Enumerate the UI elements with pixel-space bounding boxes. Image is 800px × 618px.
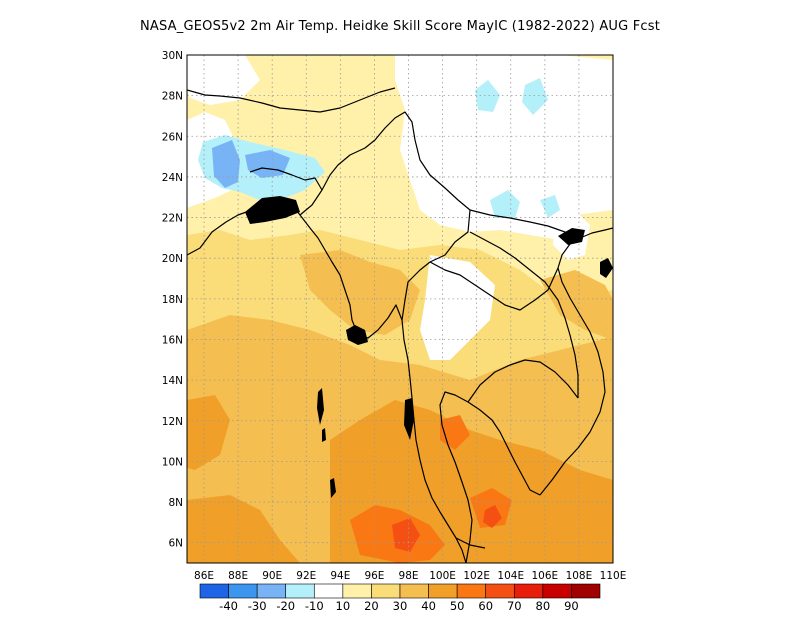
colorbar-swatch-4	[313, 583, 344, 599]
lon-label-94E: 94E	[330, 570, 350, 582]
colorbar-label-12: 90	[564, 599, 579, 613]
field-region-50-southwest	[187, 395, 230, 470]
colorbar-label-7: 40	[421, 599, 436, 613]
delta-ganges	[245, 196, 300, 224]
islands-mergui	[404, 398, 414, 440]
colorbar	[199, 583, 601, 599]
colorbar-label-5: 20	[364, 599, 379, 613]
colorbar-label-6: 30	[393, 599, 408, 613]
field-region-70-b	[483, 505, 502, 528]
field-region-70-a	[392, 518, 420, 552]
field-region-neg20-b	[245, 150, 290, 178]
lat-label-16N: 16N	[162, 334, 183, 346]
colorbar-swatch-0	[199, 583, 229, 599]
lat-label-30N: 30N	[162, 50, 183, 62]
colorbar-label-1: -30	[248, 599, 267, 613]
colorbar-swatch-1	[228, 583, 258, 599]
border-bangladesh	[249, 167, 323, 191]
lat-label-24N: 24N	[162, 172, 183, 184]
delta-red-river	[558, 228, 585, 245]
border-malaysia	[455, 537, 486, 549]
lat-label-8N: 8N	[168, 497, 183, 509]
colorbar-label-8: 50	[450, 599, 465, 613]
colorbar-swatch-7	[399, 583, 429, 599]
lat-label-6N: 6N	[168, 538, 183, 550]
colorbar-swatch-12	[542, 583, 572, 599]
field-region-white-nw	[187, 55, 260, 105]
coastal-features	[245, 196, 613, 498]
field-region-40-east	[540, 270, 613, 340]
map-title: NASA_GEOS5v2 2m Air Temp. Heidke Skill S…	[139, 19, 661, 34]
border-thailand-cambodia	[467, 359, 579, 403]
lon-label-86E: 86E	[194, 570, 214, 582]
map-frame	[186, 54, 614, 564]
lon-label-104E: 104E	[497, 570, 524, 582]
colorbar-swatch-9	[456, 583, 487, 599]
colorbar-swatch-10	[485, 583, 515, 599]
colorbar-swatch-6	[371, 583, 401, 599]
field-region-neg20	[212, 140, 240, 188]
colorbar-labels: -40 -30 -20 -10 10 20 30 40 50 60 70 80 90	[219, 599, 579, 613]
colorbar-label-4: 10	[336, 599, 351, 613]
latitude-labels: 6N 8N 10N 12N 14N 16N 18N 20N 22N 24N 26N 28N 30N	[162, 50, 183, 550]
colorbar-label-10: 70	[507, 599, 522, 613]
islands-nicobar	[330, 478, 336, 498]
lon-label-108E: 108E	[566, 570, 593, 582]
colorbar-swatch-5	[342, 583, 372, 599]
lat-label-14N: 14N	[162, 375, 183, 387]
field-region-white-north	[395, 55, 613, 240]
island-hainan	[600, 258, 613, 278]
lon-label-92E: 92E	[296, 570, 316, 582]
coastline-gulf-of-thailand	[439, 391, 541, 563]
lat-label-18N: 18N	[162, 294, 183, 306]
longitude-labels: 86E 88E 90E 92E 94E 96E 98E 100E 102E 104E 106E 108…	[194, 570, 626, 582]
field-region-50-sw2	[187, 495, 300, 563]
colorbar-swatch-13	[571, 583, 601, 599]
field-region-neg10-b	[475, 80, 500, 112]
delta-irrawaddy	[346, 325, 368, 345]
border-himalaya	[187, 87, 396, 113]
lat-label-28N: 28N	[162, 91, 183, 103]
lat-label-22N: 22N	[162, 213, 183, 225]
lat-label-20N: 20N	[162, 253, 183, 265]
lat-label-12N: 12N	[162, 416, 183, 428]
field-region-neg10-e	[540, 195, 560, 218]
colorbar-swatch-8	[428, 583, 458, 599]
lon-label-110E: 110E	[600, 570, 627, 582]
field-region-neg10-d	[490, 190, 520, 218]
lon-label-100E: 100E	[429, 570, 456, 582]
border-laos-vietnam	[469, 231, 579, 398]
lon-label-102E: 102E	[463, 570, 490, 582]
colorbar-swatch-3	[285, 583, 315, 599]
border-thailand-north	[429, 261, 559, 311]
border-myanmar-east	[299, 111, 471, 321]
field-region-white-center	[420, 255, 495, 360]
colorbar-label-11: 80	[536, 599, 551, 613]
colorbar-label-0: -40	[219, 599, 238, 613]
lon-label-90E: 90E	[262, 570, 282, 582]
colorbar-swatch-11	[513, 583, 544, 599]
colorbar-label-3: -10	[305, 599, 324, 613]
islands-andaman-a	[317, 388, 324, 425]
lon-label-106E: 106E	[531, 570, 558, 582]
lon-label-88E: 88E	[228, 570, 248, 582]
lat-label-10N: 10N	[162, 456, 183, 468]
colorbar-label-9: 60	[478, 599, 493, 613]
map-field	[187, 55, 613, 563]
colorbar-swatch-2	[256, 583, 287, 599]
lon-label-96E: 96E	[364, 570, 384, 582]
lon-label-98E: 98E	[399, 570, 419, 582]
islands-andaman-b	[322, 428, 326, 442]
colorbar-label-2: -20	[276, 599, 295, 613]
field-region-neg10-c	[522, 78, 548, 115]
lat-label-26N: 26N	[162, 131, 183, 143]
